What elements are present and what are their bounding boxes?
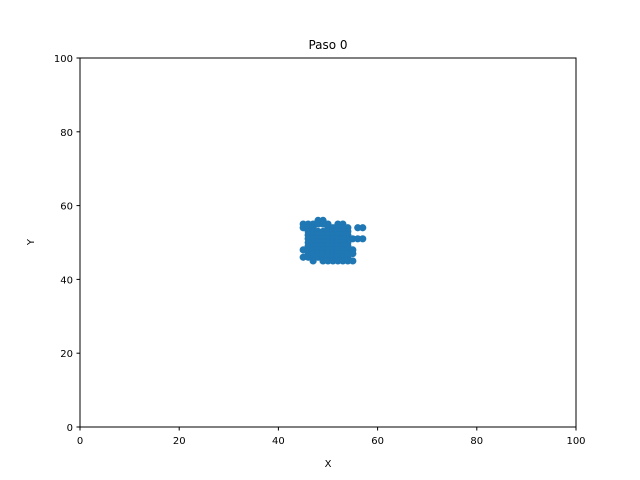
data-point bbox=[314, 253, 322, 261]
data-point bbox=[334, 257, 342, 265]
y-tick-label: 40 bbox=[60, 275, 73, 286]
x-tick-label: 40 bbox=[272, 436, 285, 447]
y-axis-label: Y bbox=[26, 238, 37, 246]
data-point bbox=[344, 257, 352, 265]
x-tick-label: 100 bbox=[566, 436, 585, 447]
data-point bbox=[349, 257, 357, 265]
data-point bbox=[329, 257, 337, 265]
x-axis-label: X bbox=[325, 459, 332, 470]
data-point bbox=[299, 224, 307, 232]
data-point bbox=[324, 257, 332, 265]
data-point bbox=[354, 224, 362, 232]
y-tick-label: 100 bbox=[54, 54, 73, 65]
data-point bbox=[349, 249, 357, 258]
data-point bbox=[359, 224, 367, 232]
x-tick-label: 60 bbox=[371, 436, 384, 447]
data-point bbox=[304, 253, 312, 261]
x-tick-label: 0 bbox=[77, 436, 83, 447]
data-point bbox=[299, 253, 307, 261]
plot-frame bbox=[79, 57, 577, 428]
points-layer bbox=[299, 216, 367, 265]
y-axis-ticks: 0 20 40 60 80 100 bbox=[54, 54, 80, 434]
x-axis-ticks: 0 20 40 60 80 100 bbox=[77, 427, 586, 447]
data-point bbox=[354, 235, 362, 243]
y-tick-label: 60 bbox=[60, 202, 73, 213]
x-tick-label: 20 bbox=[173, 436, 186, 447]
data-point bbox=[359, 235, 367, 243]
y-tick-label: 20 bbox=[60, 349, 73, 360]
x-tick-label: 80 bbox=[470, 436, 483, 447]
data-point bbox=[319, 257, 327, 265]
data-point bbox=[339, 257, 347, 265]
data-point bbox=[314, 220, 322, 228]
data-point bbox=[319, 220, 327, 228]
data-point bbox=[309, 257, 317, 265]
data-point bbox=[349, 235, 357, 243]
chart-title: Paso 0 bbox=[308, 38, 347, 52]
y-tick-label: 0 bbox=[67, 423, 73, 434]
y-tick-label: 80 bbox=[60, 128, 73, 139]
data-point bbox=[299, 246, 307, 254]
